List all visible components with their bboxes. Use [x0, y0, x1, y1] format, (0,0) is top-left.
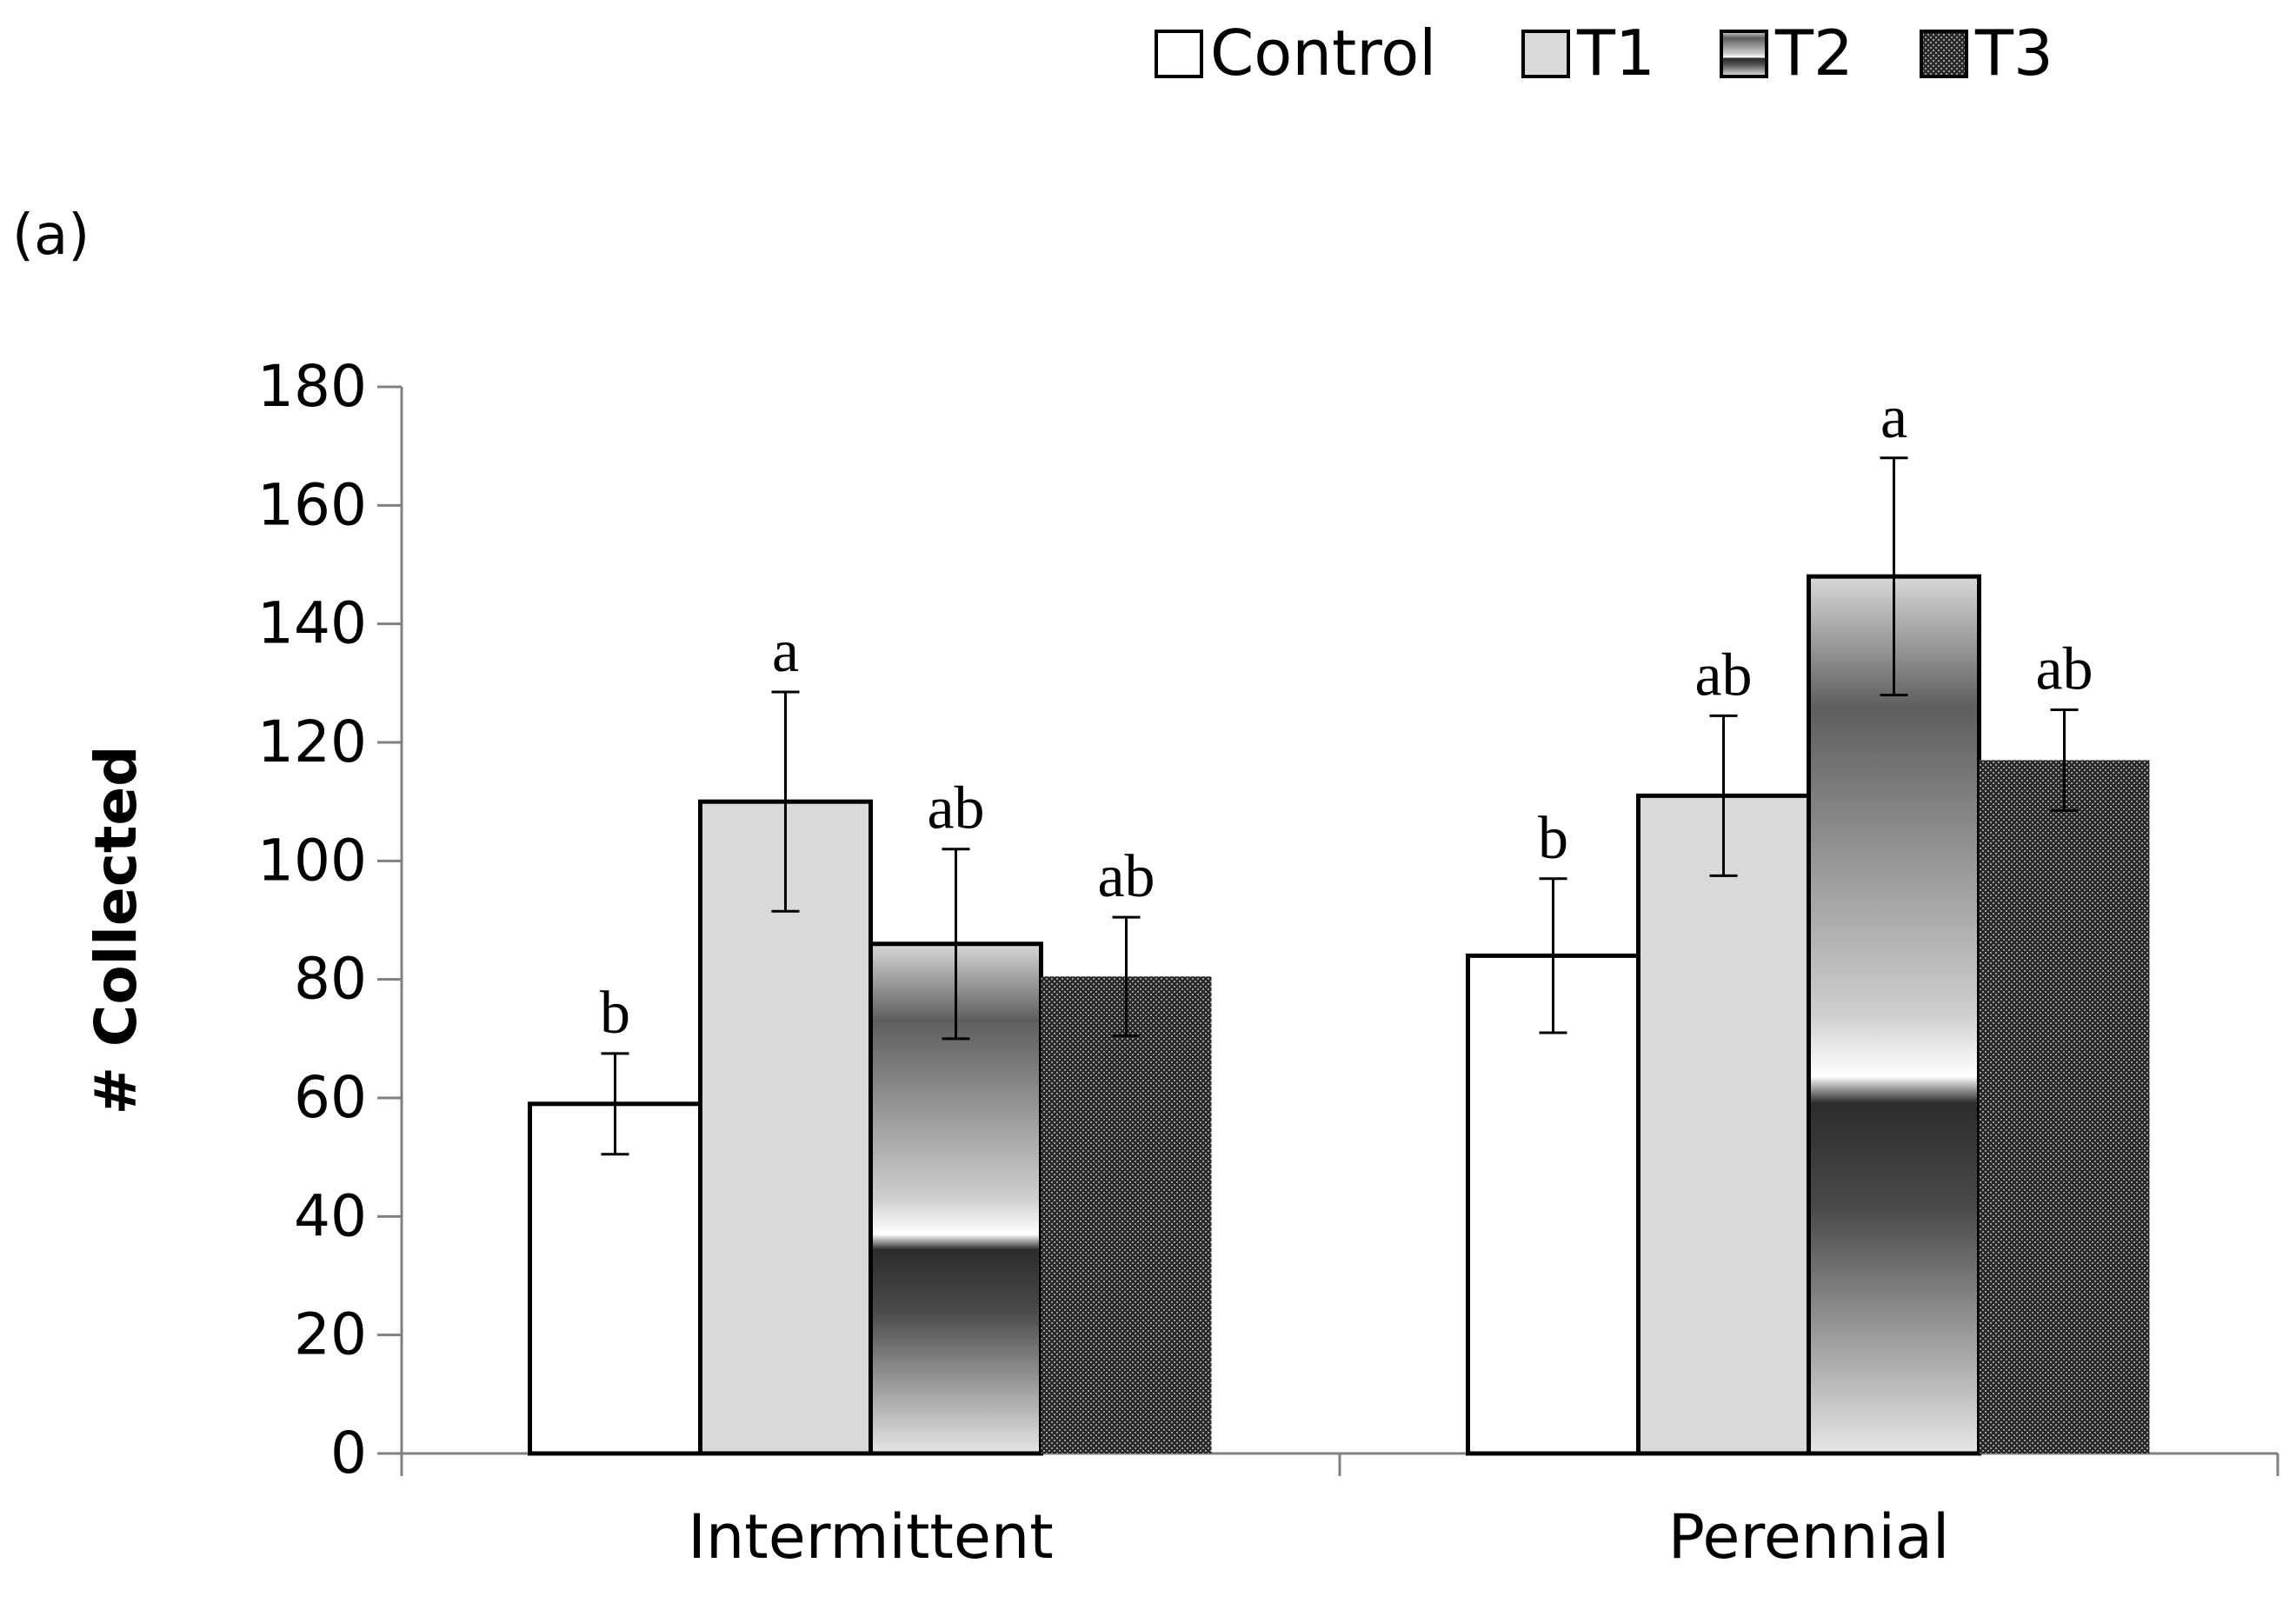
- error-bars: [601, 456, 2079, 1156]
- y-axis-title: # Collected: [83, 746, 150, 1115]
- panel-label: (a): [12, 203, 90, 268]
- legend-item-control: Control: [1155, 17, 1436, 90]
- bar-t3-perennial: [1979, 760, 2150, 1453]
- legend-label-t3: T3: [1974, 17, 2053, 90]
- significance-letter-t1-intermittent: a: [772, 618, 799, 685]
- bar-t2-perennial: [1807, 574, 1981, 1456]
- legend-label-t2: T2: [1774, 17, 1853, 90]
- y-tick-label: 100: [257, 827, 367, 894]
- y-tick-label: 160: [257, 471, 367, 538]
- legend-item-t2: T2: [1720, 17, 1853, 90]
- bar-t3-intermittent: [1041, 976, 1212, 1453]
- error-bar-control-intermittent: [601, 1052, 629, 1156]
- legend: Control T1 T2 T3: [1155, 17, 2053, 90]
- significance-letter-t3-perennial: ab: [2035, 636, 2093, 703]
- y-tick-label: 140: [257, 590, 367, 657]
- legend-item-t1: T1: [1521, 17, 1655, 90]
- error-bar-t2-intermittent: [942, 848, 970, 1041]
- y-tick-label: 20: [294, 1301, 367, 1368]
- bar-control-perennial: [1466, 953, 1640, 1456]
- significance-letter-t3-intermittent: ab: [1097, 843, 1155, 910]
- significance-letter-control-perennial: b: [1538, 805, 1568, 872]
- bars: [528, 574, 2150, 1456]
- axes: 0 20 40 60 80 100 120 140 160 180: [257, 353, 2279, 1487]
- significance-letter-t2-perennial: a: [1880, 384, 1907, 451]
- y-tick-label: 120: [257, 708, 367, 775]
- significance-letter-t2-intermittent: ab: [927, 775, 984, 842]
- bar-control-intermittent: [528, 1101, 702, 1456]
- y-tick-label: 0: [330, 1420, 367, 1487]
- y-tick-label: 60: [294, 1064, 367, 1131]
- legend-swatch-t2: [1720, 30, 1768, 78]
- error-bar-t3-perennial: [2050, 708, 2079, 812]
- legend-item-t3: T3: [1920, 17, 2053, 90]
- y-tick-label: 80: [294, 946, 367, 1013]
- legend-swatch-t3: [1920, 30, 1968, 78]
- significance-letter-t1-perennial: ab: [1694, 642, 1752, 708]
- significance-letter-control-intermittent: b: [600, 980, 630, 1047]
- y-tick-label: 180: [257, 353, 367, 420]
- error-bar-t1-intermittent: [771, 690, 800, 913]
- y-tick-label: 40: [294, 1182, 367, 1249]
- x-tick-label-perennial: Perennial: [1668, 1501, 1950, 1573]
- error-bar-t2-perennial: [1880, 456, 1908, 696]
- error-bar-t3-intermittent: [1112, 915, 1141, 1037]
- significance-letters: b a ab ab b ab a ab: [600, 384, 2093, 1047]
- x-tick-labels: Intermittent Perennial: [688, 1501, 1949, 1573]
- error-bar-control-perennial: [1539, 877, 1567, 1034]
- bar-t1-perennial: [1636, 793, 1811, 1456]
- x-tick-label-intermittent: Intermittent: [688, 1501, 1053, 1573]
- error-bar-t1-perennial: [1709, 714, 1738, 877]
- legend-swatch-t1: [1521, 30, 1570, 78]
- legend-label-t1: T1: [1576, 17, 1655, 90]
- legend-swatch-control: [1155, 30, 1203, 78]
- legend-label-control: Control: [1210, 17, 1436, 90]
